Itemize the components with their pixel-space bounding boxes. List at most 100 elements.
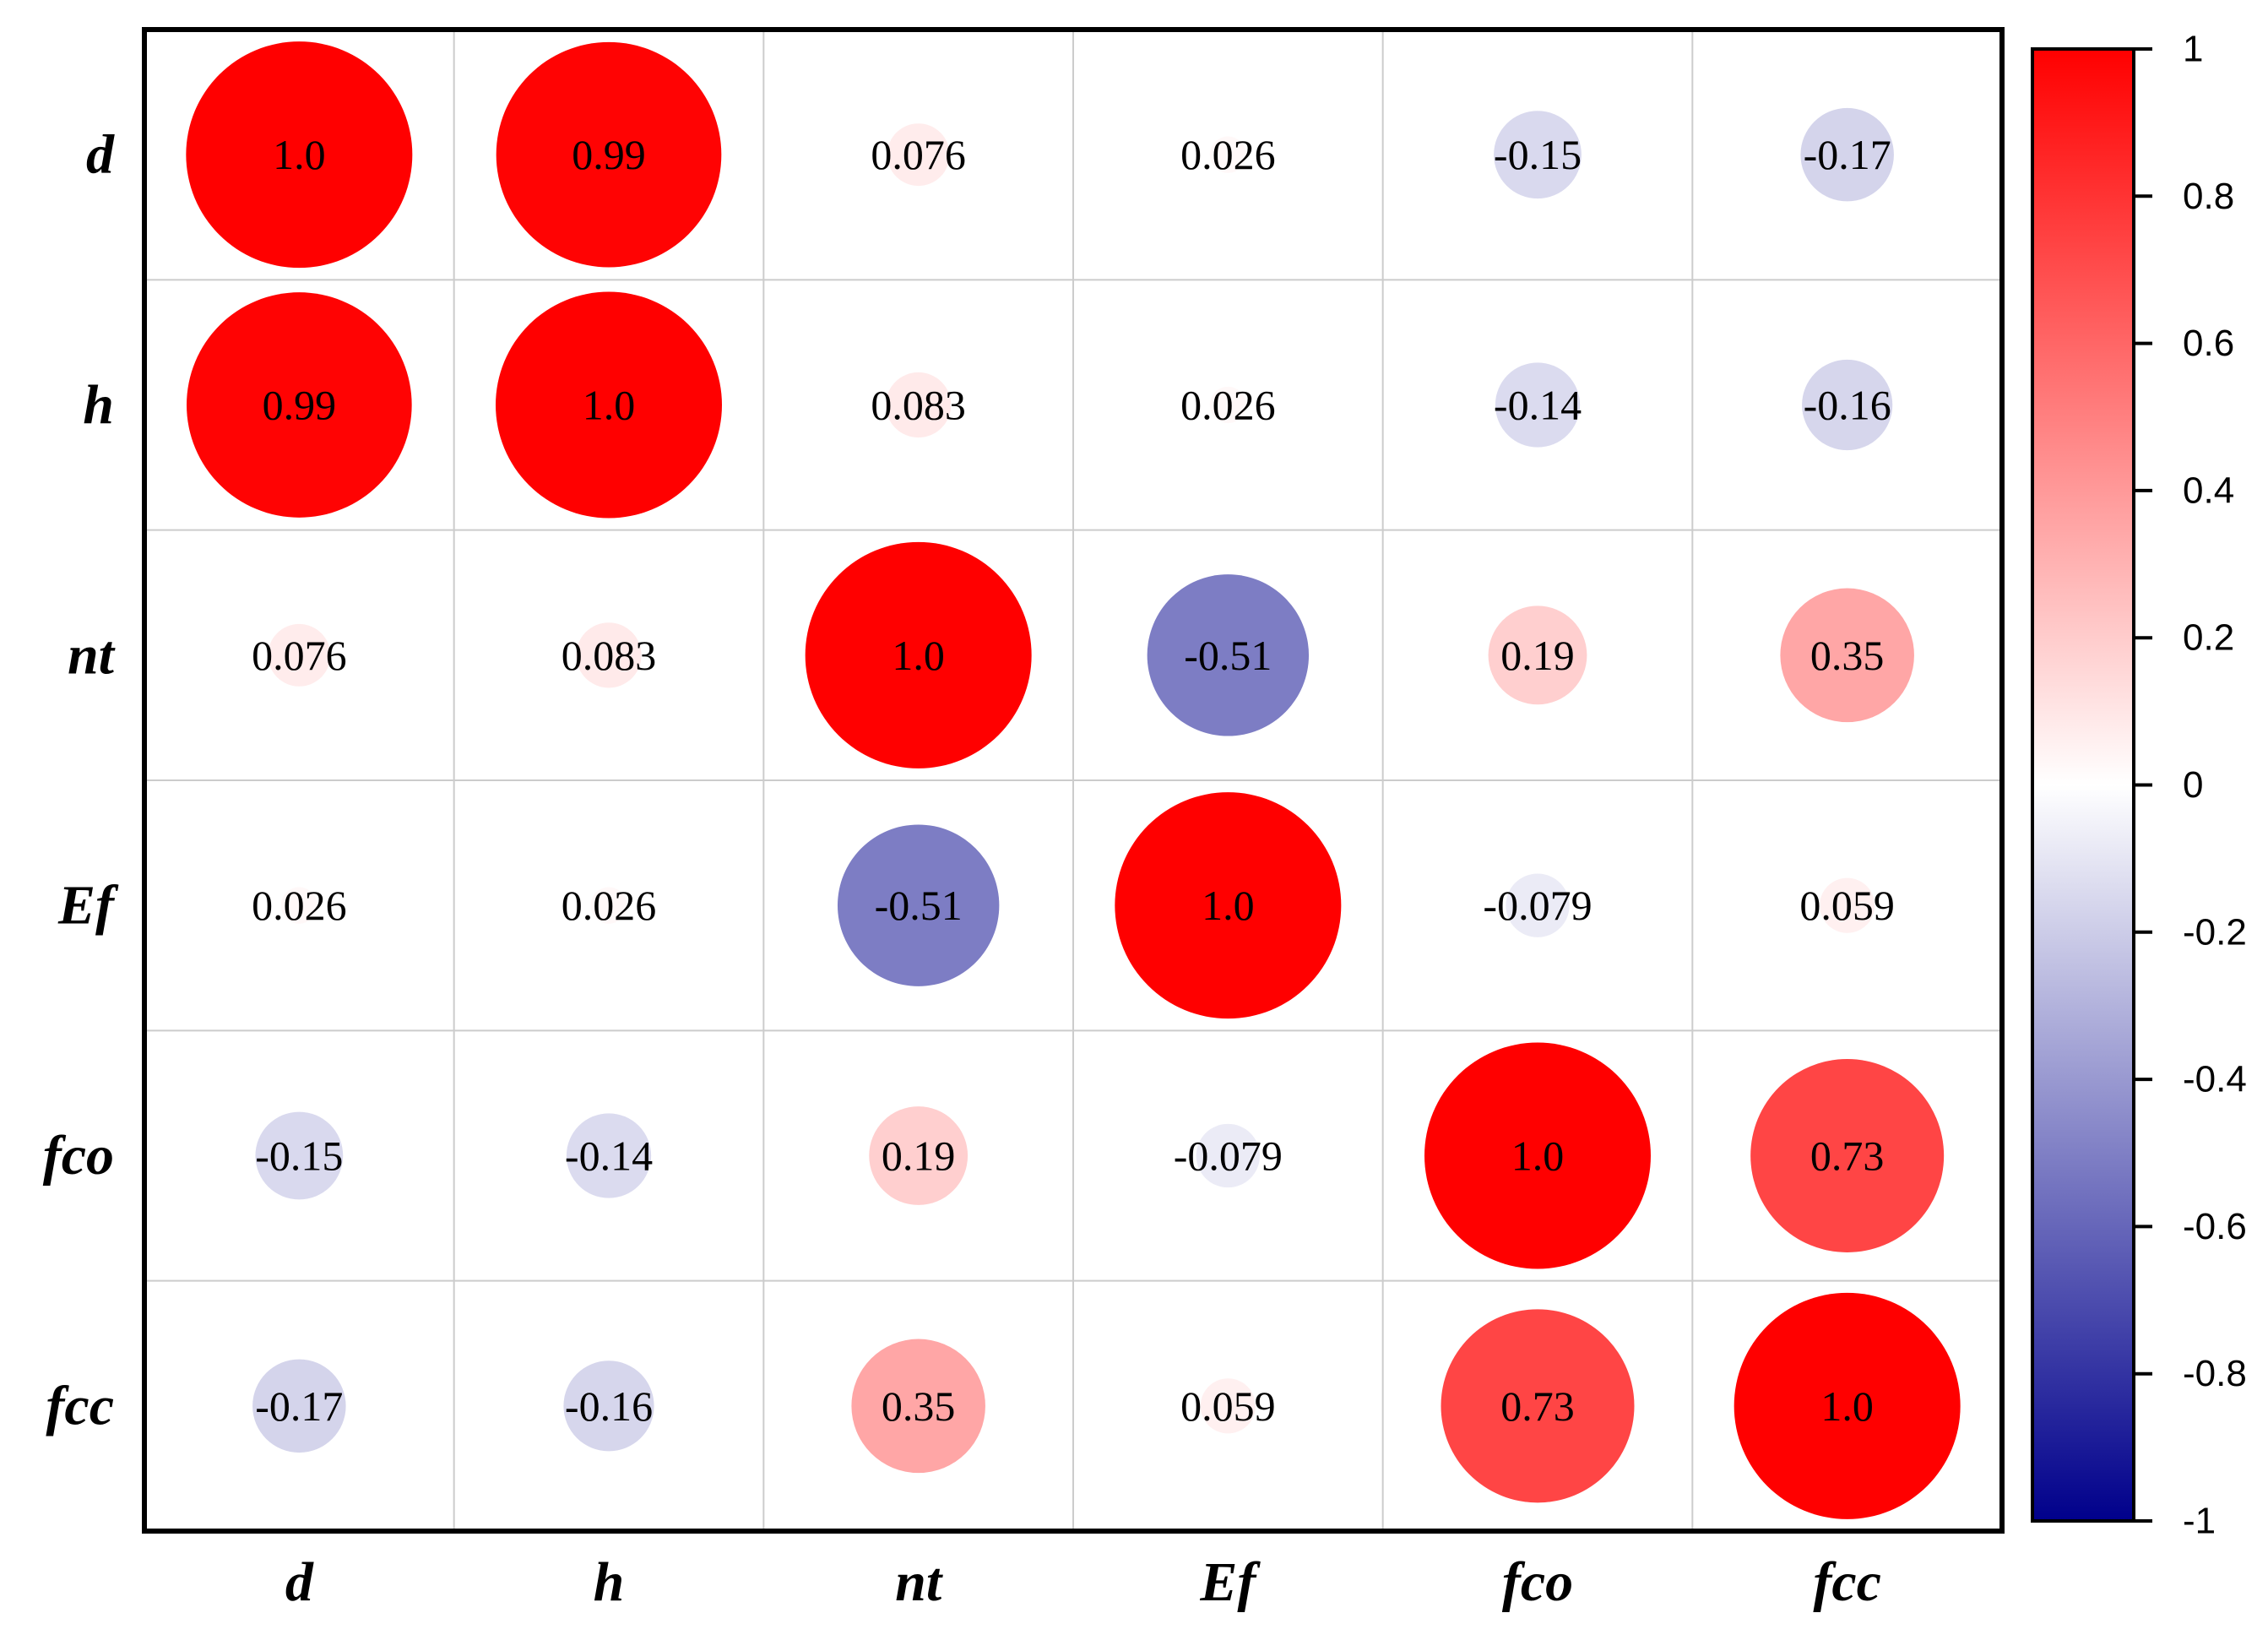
cell-value-h-nt: 0.083	[871, 382, 966, 429]
correlation-circle-h-Ef	[1209, 386, 1246, 424]
colorbar-ticks: 1 0.8 0.6 0.4 0.2 0 -0.2 -0.4 -0.6 -0.8 -1	[2134, 29, 2247, 1542]
row-label-Ef: Ef	[57, 875, 119, 937]
cell-value-nt-d: 0.076	[252, 632, 347, 679]
correlation-circle-d-h	[496, 41, 722, 268]
cell-value-d-h: 0.99	[572, 131, 646, 178]
correlation-circle-h-h	[496, 291, 722, 519]
cell-value-nt-Ef: -0.51	[1184, 632, 1272, 679]
correlation-circle-fcc-Ef	[1200, 1378, 1256, 1434]
cell-value-fco-fcc: 0.73	[1810, 1132, 1885, 1180]
correlation-circle-Ef-Ef	[1115, 792, 1342, 1019]
correlation-circle-h-d	[187, 292, 412, 518]
grid-lines	[144, 30, 2002, 1531]
colorbar-tick-label: 0	[2183, 764, 2203, 806]
correlation-circle-fco-fco	[1424, 1042, 1651, 1269]
correlation-circle-fcc-fco	[1441, 1309, 1635, 1503]
cell-value-Ef-fcc: 0.059	[1799, 882, 1895, 929]
cell-value-d-Ef: 0.026	[1180, 131, 1276, 178]
column-label-h: h	[594, 1551, 625, 1613]
correlation-circle-fco-nt	[869, 1106, 969, 1205]
correlation-circle-d-nt	[887, 123, 950, 187]
cell-value-d-nt: 0.076	[871, 131, 966, 178]
cell-value-fcc-Ef: 0.059	[1180, 1382, 1276, 1430]
cell-value-nt-fco: 0.19	[1500, 632, 1575, 679]
cell-labels: 1.0 0.99 0.076 0.026 -0.15 -0.17 0.99 1.0 0.083 0…	[252, 131, 1895, 1430]
colorbar-tick-label: 1	[2183, 29, 2203, 70]
cell-value-d-d: 1.0	[273, 131, 326, 178]
cell-value-h-d: 0.99	[263, 382, 337, 429]
colorbar: 1 0.8 0.6 0.4 0.2 0 -0.2 -0.4 -0.6 -0.8 -1	[2031, 29, 2247, 1542]
correlation-circle-h-fco	[1495, 362, 1581, 448]
correlation-circle-h-fcc	[1802, 359, 1893, 451]
correlation-circle-h-nt	[886, 372, 952, 438]
correlation-circle-d-Ef	[1209, 136, 1246, 173]
cell-value-fco-Ef: -0.079	[1174, 1132, 1283, 1180]
cell-value-fcc-d: -0.17	[255, 1382, 343, 1430]
correlation-circle-nt-fco	[1488, 606, 1587, 705]
correlation-circle-nt-fcc	[1780, 588, 1914, 723]
cell-value-nt-nt: 1.0	[892, 632, 945, 679]
cell-value-d-fco: -0.15	[1494, 131, 1582, 178]
cell-value-fcc-h: -0.16	[565, 1382, 653, 1430]
cell-value-h-fcc: -0.16	[1804, 382, 1891, 429]
cell-value-Ef-d: 0.026	[252, 882, 347, 929]
colorbar-tick-label: 0.8	[2183, 176, 2234, 217]
correlation-circle-d-fco	[1494, 111, 1582, 199]
correlation-circle-d-d	[186, 41, 413, 269]
cell-value-Ef-h: 0.026	[562, 882, 657, 929]
column-label-d: d	[285, 1551, 314, 1613]
cell-value-nt-h: 0.083	[562, 632, 657, 679]
row-label-h: h	[83, 374, 114, 436]
correlation-circle-Ef-nt	[837, 824, 1000, 986]
correlation-circle-nt-nt	[805, 541, 1032, 768]
cell-value-h-Ef: 0.026	[1180, 382, 1276, 429]
colorbar-tick-label: -0.8	[2183, 1353, 2247, 1394]
correlation-circle-fco-fcc	[1750, 1059, 1945, 1252]
correlation-circle-nt-h	[576, 622, 642, 688]
correlation-circle-Ef-fco	[1506, 873, 1570, 937]
colorbar-tick-label: 0.2	[2183, 617, 2234, 659]
cell-value-fcc-nt: 0.35	[882, 1382, 956, 1430]
cell-value-d-fcc: -0.17	[1804, 131, 1891, 178]
column-label-Ef: Ef	[1199, 1551, 1261, 1613]
correlation-circle-fcc-nt	[851, 1339, 985, 1474]
cell-value-fcc-fcc: 1.0	[1820, 1382, 1874, 1430]
column-labels: d h nt Ef fco fcc	[285, 1551, 1881, 1613]
column-label-nt: nt	[895, 1551, 943, 1613]
cell-value-h-fco: -0.14	[1494, 382, 1582, 429]
correlation-circles	[186, 41, 1961, 1519]
correlation-circle-d-fcc	[1800, 107, 1894, 202]
cell-value-Ef-Ef: 1.0	[1202, 882, 1255, 929]
colorbar-tick-label: -1	[2183, 1501, 2216, 1542]
correlation-circle-Ef-fcc	[1820, 877, 1875, 933]
correlation-circle-fcc-h	[563, 1360, 654, 1452]
colorbar-tick-label: 0.4	[2183, 470, 2234, 511]
cell-value-fco-h: -0.14	[565, 1132, 653, 1180]
correlation-circle-Ef-d	[280, 887, 317, 924]
correlation-circle-Ef-h	[590, 887, 627, 924]
correlation-circle-fco-h	[566, 1113, 652, 1198]
cell-value-Ef-nt: -0.51	[875, 882, 963, 929]
colorbar-gradient	[2031, 47, 2135, 1523]
row-labels: d h nt Ef fco fcc	[43, 124, 119, 1437]
cell-value-fco-d: -0.15	[255, 1132, 343, 1180]
cell-value-fcc-fco: 0.73	[1500, 1382, 1575, 1430]
cell-value-nt-fcc: 0.35	[1810, 632, 1885, 679]
row-label-fcc: fcc	[46, 1375, 114, 1436]
colorbar-tick-label: -0.4	[2183, 1059, 2247, 1100]
plot-frame	[142, 27, 2005, 1534]
correlation-circle-nt-Ef	[1147, 574, 1310, 736]
correlation-circle-fcc-d	[252, 1359, 346, 1453]
correlation-circle-fco-Ef	[1196, 1123, 1260, 1188]
correlation-circle-fco-d	[255, 1111, 344, 1200]
column-label-fco: fco	[1502, 1551, 1573, 1613]
cell-value-h-h: 1.0	[583, 382, 636, 429]
correlation-circle-fcc-fcc	[1734, 1292, 1961, 1519]
colorbar-tick-label: -0.6	[2183, 1206, 2247, 1247]
cell-value-fco-fco: 1.0	[1511, 1132, 1565, 1180]
colorbar-tick-label: -0.2	[2183, 911, 2247, 953]
row-label-d: d	[86, 124, 115, 186]
correlation-circle-nt-d	[268, 623, 331, 687]
cell-value-Ef-fco: -0.079	[1483, 882, 1592, 929]
